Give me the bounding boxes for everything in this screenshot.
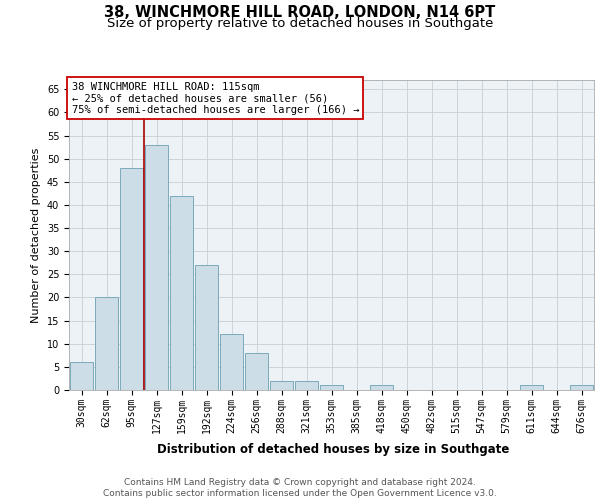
Bar	[70, 362, 94, 390]
Bar	[145, 145, 169, 390]
Bar	[194, 265, 218, 390]
Bar	[220, 334, 244, 390]
Bar	[170, 196, 193, 390]
Bar	[295, 380, 319, 390]
Bar	[370, 386, 394, 390]
Bar	[119, 168, 143, 390]
Text: Distribution of detached houses by size in Southgate: Distribution of detached houses by size …	[157, 442, 509, 456]
Y-axis label: Number of detached properties: Number of detached properties	[31, 148, 41, 322]
Text: Contains HM Land Registry data © Crown copyright and database right 2024.
Contai: Contains HM Land Registry data © Crown c…	[103, 478, 497, 498]
Bar	[245, 353, 268, 390]
Bar	[269, 380, 293, 390]
Text: Size of property relative to detached houses in Southgate: Size of property relative to detached ho…	[107, 18, 493, 30]
Bar	[95, 298, 118, 390]
Text: 38, WINCHMORE HILL ROAD, LONDON, N14 6PT: 38, WINCHMORE HILL ROAD, LONDON, N14 6PT	[104, 5, 496, 20]
Bar	[520, 386, 544, 390]
Text: 38 WINCHMORE HILL ROAD: 115sqm
← 25% of detached houses are smaller (56)
75% of : 38 WINCHMORE HILL ROAD: 115sqm ← 25% of …	[71, 82, 359, 115]
Bar	[320, 386, 343, 390]
Bar	[569, 386, 593, 390]
